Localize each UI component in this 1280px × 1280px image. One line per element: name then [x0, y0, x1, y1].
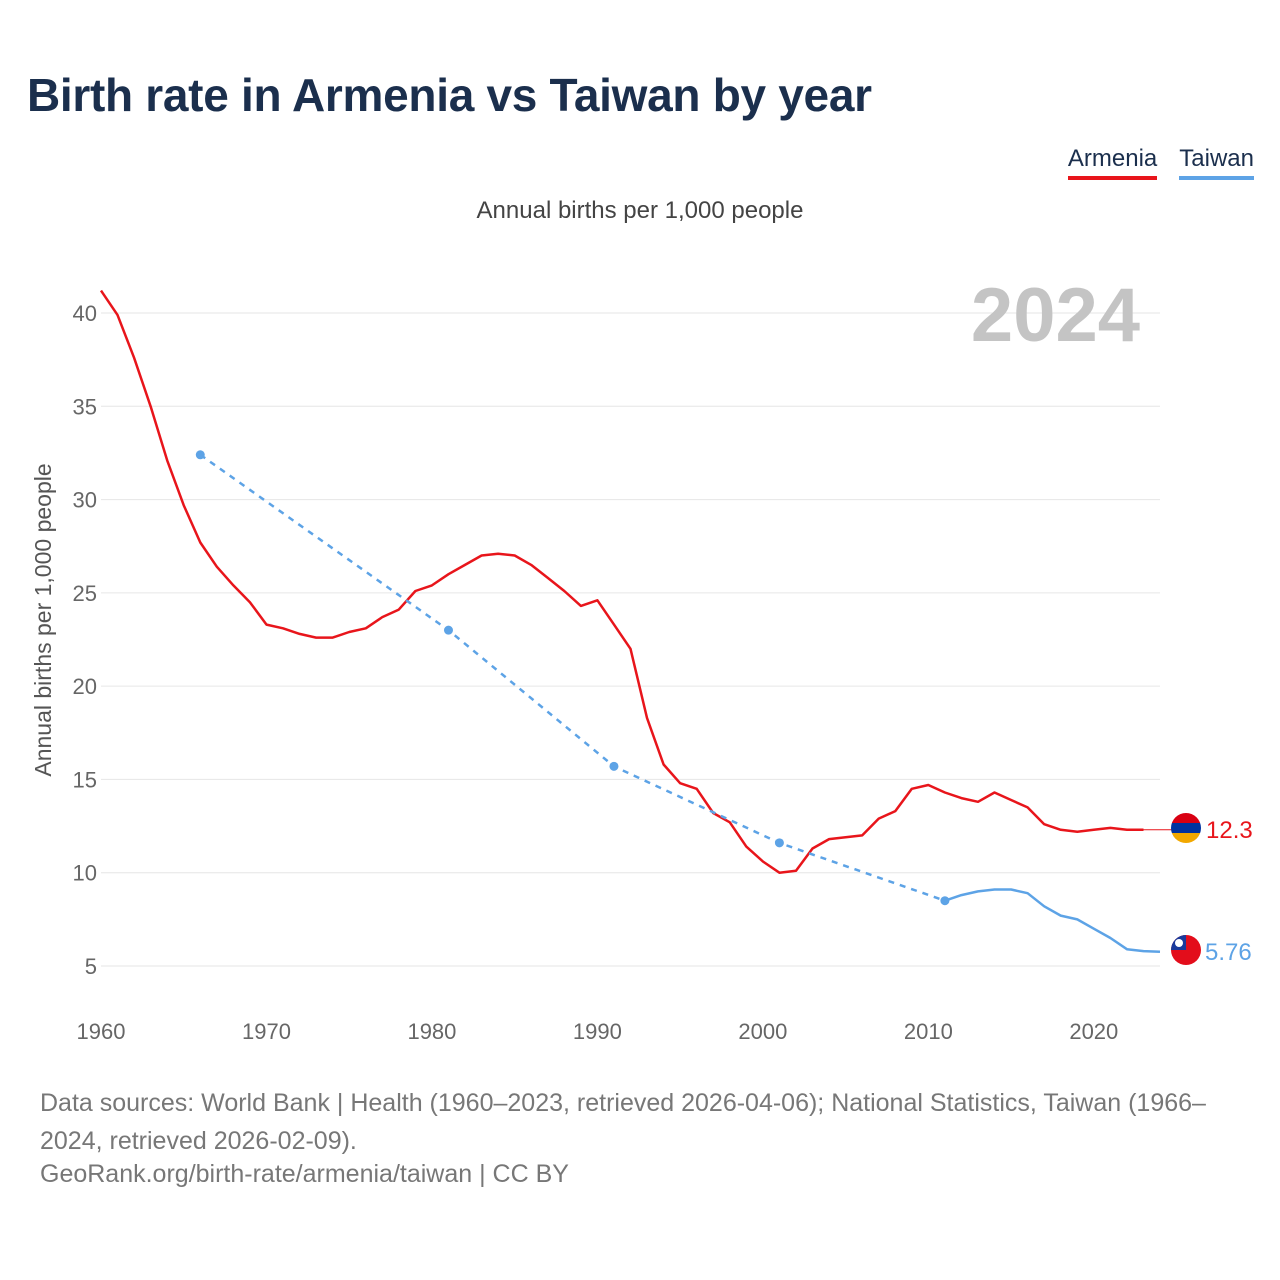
x-tick-label: 2010 — [904, 1019, 953, 1044]
y-tick-label: 40 — [73, 301, 97, 326]
end-label-taiwan: 5.76 — [1205, 939, 1252, 966]
legend-item-armenia[interactable]: Armenia — [1067, 145, 1158, 180]
y-tick-label: 25 — [73, 581, 97, 606]
x-tick-label: 1960 — [77, 1019, 126, 1044]
y-tick-label: 30 — [73, 488, 97, 513]
x-tick-label: 1980 — [407, 1019, 456, 1044]
x-tick-label: 1970 — [242, 1019, 291, 1044]
x-tick-label: 2000 — [738, 1019, 787, 1044]
taiwan-data-point[interactable] — [609, 761, 619, 771]
taiwan-data-point[interactable] — [195, 450, 205, 460]
taiwan-data-point[interactable] — [940, 896, 950, 906]
x-tick-label: 2020 — [1069, 1019, 1118, 1044]
end-labels: 12.3 5.76 — [1205, 817, 1253, 966]
legend: Armenia Taiwan — [1067, 145, 1254, 180]
armenia-flag-icon — [1171, 813, 1201, 843]
taiwan-data-point[interactable] — [443, 625, 453, 635]
series-line-taiwan[interactable] — [944, 888, 1161, 954]
series-lines — [99, 289, 1172, 954]
taiwan-data-point[interactable] — [774, 838, 784, 848]
y-tick-label: 10 — [73, 861, 97, 886]
x-tick-label: 1990 — [573, 1019, 622, 1044]
credit-link[interactable]: GeoRank.org/birth-rate/armenia/taiwan | … — [40, 1160, 569, 1188]
chart-subtitle: Annual births per 1,000 people — [476, 197, 804, 224]
taiwan-flag-icon — [1171, 935, 1201, 965]
series-line-armenia[interactable] — [99, 289, 1144, 874]
y-tick-label: 15 — [73, 767, 97, 792]
end-label-armenia: 12.3 — [1206, 817, 1253, 844]
grid-lines — [101, 312, 1160, 967]
y-axis-label: Annual births per 1,000 people — [30, 463, 56, 776]
legend-item-taiwan[interactable]: Taiwan — [1179, 145, 1254, 180]
axes: 5 10 15 20 25 30 35 40 1960 1970 1980 1990 2000 2010 2… — [73, 301, 1119, 1044]
chart-title: Birth rate in Armenia vs Taiwan by year — [27, 69, 872, 121]
line-chart: 5 10 15 20 25 30 35 40 1960 1970 1980 1990 2000 2010 2… — [30, 273, 1253, 1044]
year-watermark: 2024 — [971, 273, 1140, 358]
series-line-taiwan-interpolated[interactable] — [199, 453, 946, 902]
data-sources: Data sources: World Bank | Health (1960–… — [40, 1089, 1206, 1155]
flags — [1171, 813, 1201, 965]
y-tick-label: 20 — [73, 674, 97, 699]
y-tick-label: 35 — [73, 394, 97, 419]
y-tick-label: 5 — [85, 954, 97, 979]
